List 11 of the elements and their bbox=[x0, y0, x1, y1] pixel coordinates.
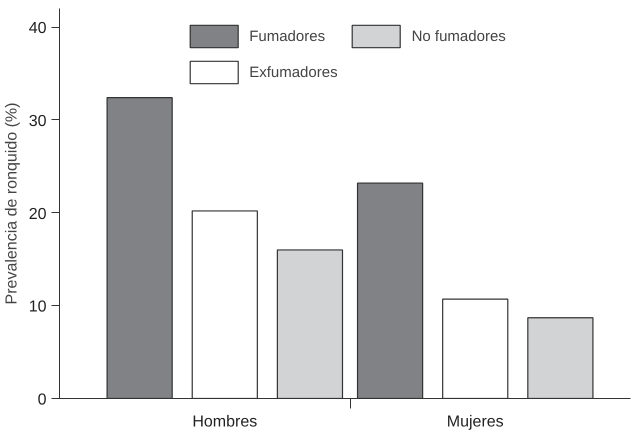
y-tick-label: 40 bbox=[28, 20, 47, 38]
y-tick-label: 0 bbox=[38, 392, 47, 408]
y-axis-title: Prevalencia de ronquido (%) bbox=[4, 102, 21, 304]
legend-label: Exfumadores bbox=[249, 64, 338, 80]
y-tick-label: 10 bbox=[28, 298, 47, 316]
x-tick-label: Mujeres bbox=[446, 414, 504, 430]
y-tick-label: 30 bbox=[28, 112, 47, 130]
x-tick-label: Hombres bbox=[192, 414, 258, 430]
legend-label: No fumadores bbox=[412, 28, 506, 44]
legend-label: Fumadores bbox=[249, 28, 326, 44]
y-tick-label: 20 bbox=[28, 206, 47, 223]
